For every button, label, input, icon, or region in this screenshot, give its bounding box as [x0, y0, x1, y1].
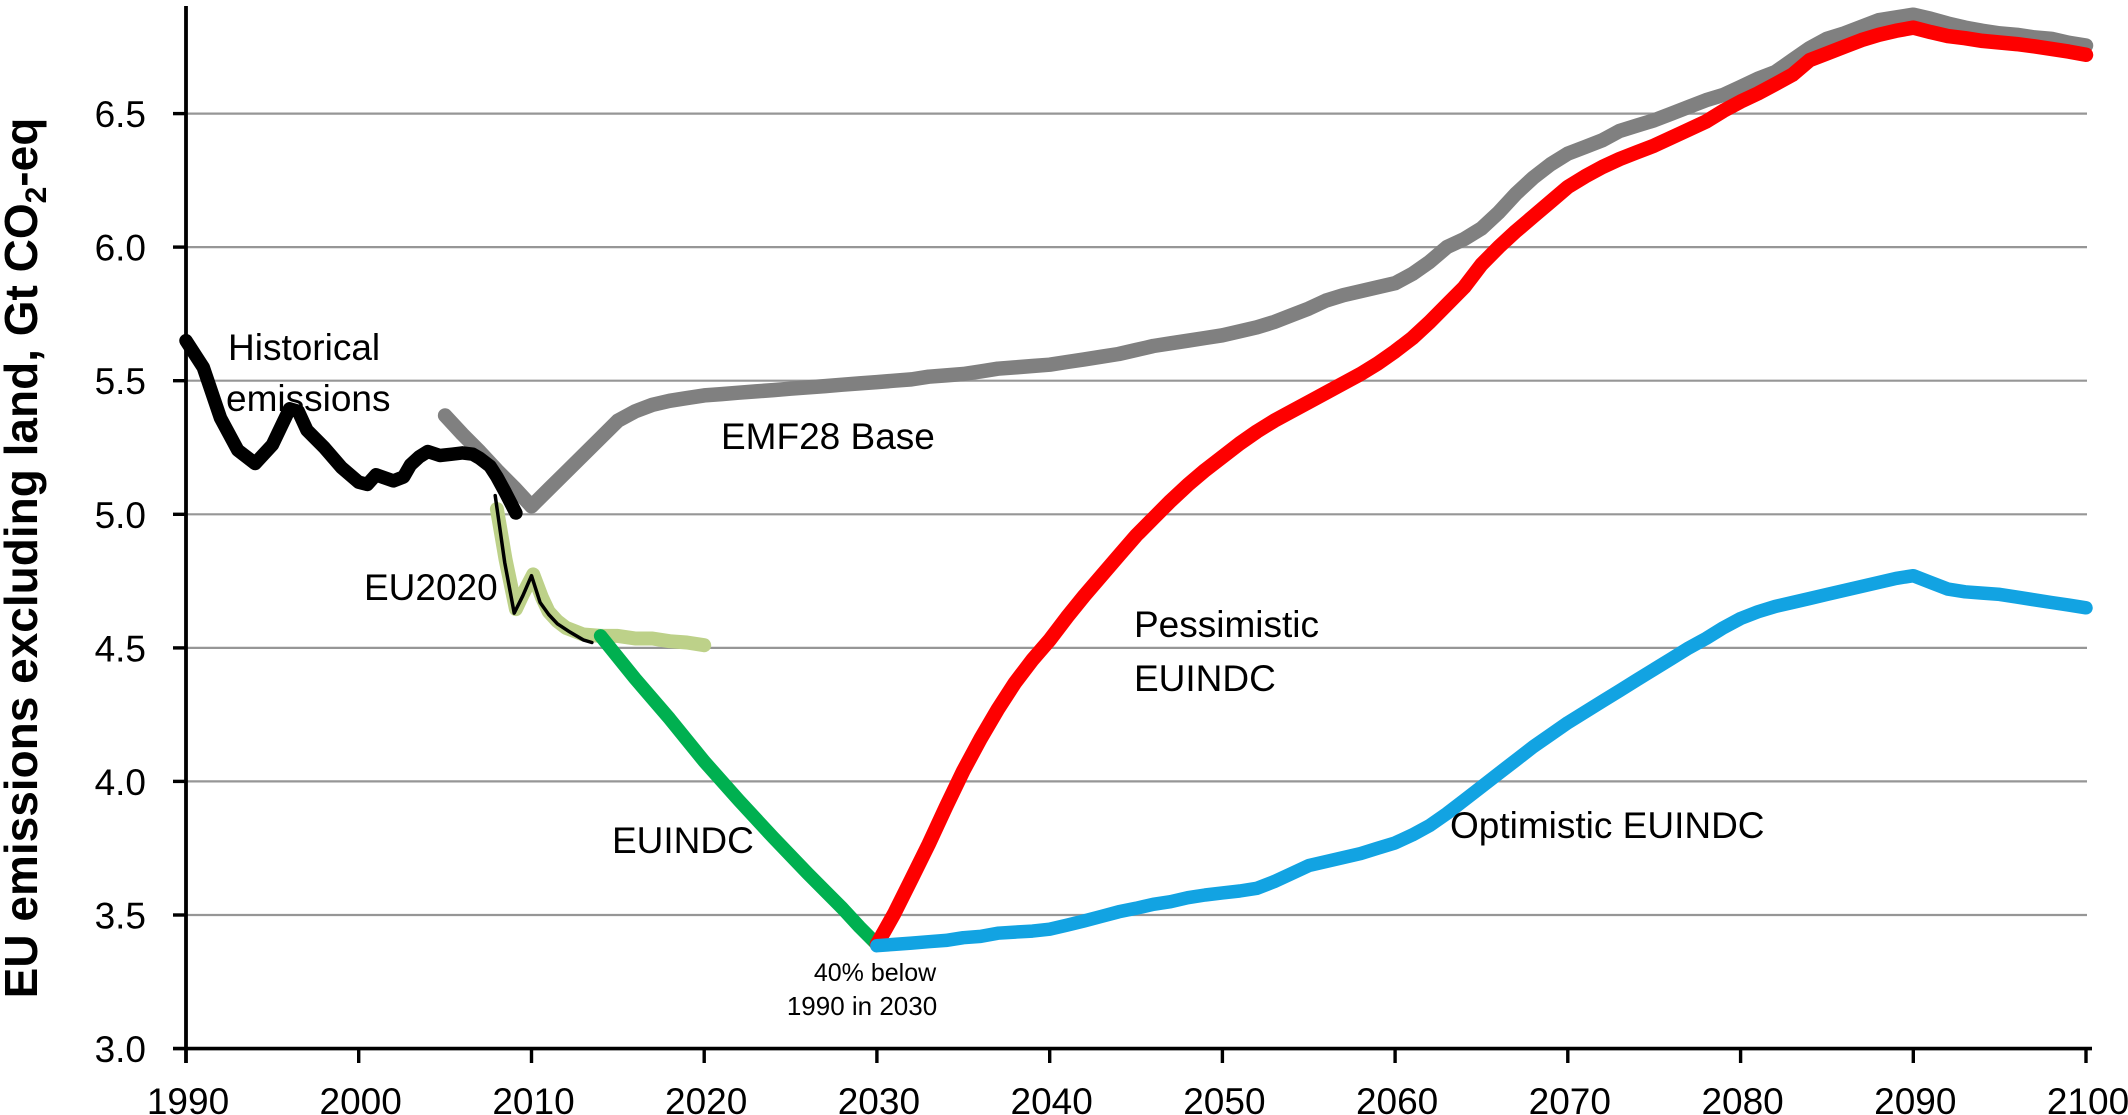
svg-text:EU2020: EU2020 — [364, 567, 498, 608]
svg-text:2050: 2050 — [1183, 1081, 1265, 1115]
svg-text:5.5: 5.5 — [95, 361, 146, 402]
svg-text:4.5: 4.5 — [95, 628, 146, 669]
svg-text:2100: 2100 — [2047, 1081, 2128, 1115]
svg-text:1990 in 2030: 1990 in 2030 — [787, 991, 937, 1021]
svg-text:2090: 2090 — [1874, 1081, 1956, 1115]
svg-text:6.0: 6.0 — [95, 228, 146, 269]
svg-text:2040: 2040 — [1011, 1081, 1093, 1115]
svg-text:Historical: Historical — [228, 327, 380, 368]
svg-text:2020: 2020 — [665, 1081, 747, 1115]
svg-text:2060: 2060 — [1356, 1081, 1438, 1115]
svg-text:2030: 2030 — [838, 1081, 920, 1115]
svg-text:3.5: 3.5 — [95, 896, 146, 937]
svg-text:2080: 2080 — [1701, 1081, 1783, 1115]
svg-text:2070: 2070 — [1529, 1081, 1611, 1115]
svg-text:5.0: 5.0 — [95, 495, 146, 536]
svg-text:EUINDC: EUINDC — [612, 820, 754, 861]
svg-text:3.0: 3.0 — [95, 1029, 146, 1070]
svg-text:EUINDC: EUINDC — [1134, 658, 1276, 699]
svg-text:EU emissions excluding land, G: EU emissions excluding land, Gt CO2-eq — [0, 118, 53, 999]
svg-text:emissions: emissions — [226, 378, 391, 419]
svg-text:40% below: 40% below — [814, 959, 937, 987]
svg-text:1990: 1990 — [147, 1081, 229, 1115]
svg-text:2000: 2000 — [320, 1081, 402, 1115]
svg-text:4.0: 4.0 — [95, 762, 146, 803]
svg-text:6.5: 6.5 — [95, 94, 146, 135]
svg-text:EMF28 Base: EMF28 Base — [721, 416, 935, 457]
svg-text:Pessimistic: Pessimistic — [1134, 604, 1319, 645]
svg-text:2010: 2010 — [492, 1081, 574, 1115]
svg-text:Optimistic EUINDC: Optimistic EUINDC — [1450, 805, 1765, 846]
